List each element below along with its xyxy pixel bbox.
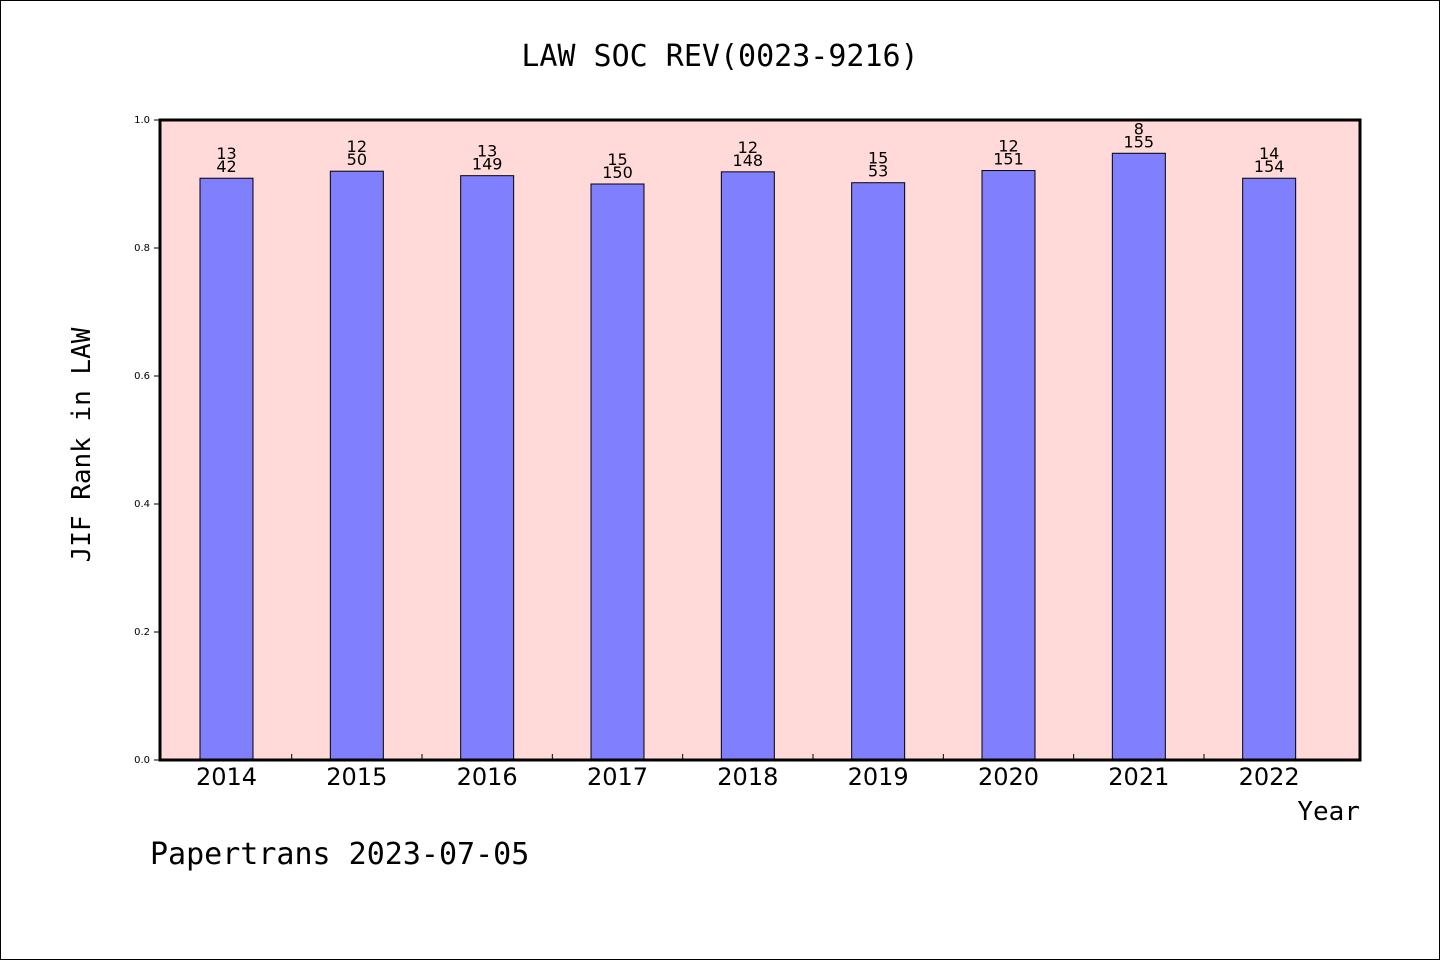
total-label-2014: 42 bbox=[216, 157, 236, 176]
x-axis: 2014 2015 2016 2017 2018 2019 2020 2021 2022 bbox=[196, 754, 1300, 791]
y-axis: 0.0 0.2 0.4 0.6 0.8 1.0 bbox=[134, 115, 160, 766]
rank-label-2014: 13 bbox=[216, 144, 236, 163]
x-tick-label-2017: 2017 bbox=[587, 763, 648, 791]
rank-label-2019: 15 bbox=[868, 149, 888, 168]
x-axis-label: Year bbox=[1297, 797, 1360, 827]
y-axis-label: JIF Rank in LAW bbox=[67, 327, 97, 562]
rank-label-2021: 8 bbox=[1134, 119, 1144, 138]
bar-2021 bbox=[1111, 152, 1166, 761]
bar-2016 bbox=[460, 175, 515, 761]
total-label-2016: 149 bbox=[472, 155, 503, 174]
y-tick-label-4: 0.8 bbox=[134, 243, 150, 254]
x-tick-label-2018: 2018 bbox=[717, 763, 778, 791]
rank-label-2020: 12 bbox=[998, 137, 1018, 156]
rank-label-2022: 14 bbox=[1259, 144, 1279, 163]
bar-2019 bbox=[851, 182, 906, 761]
total-label-2018: 148 bbox=[733, 151, 764, 170]
bar-2018 bbox=[720, 171, 775, 761]
y-tick-label-1: 0.2 bbox=[134, 627, 150, 638]
total-label-2015: 50 bbox=[347, 150, 367, 169]
total-label-2017: 150 bbox=[602, 163, 633, 182]
footer-text: Papertrans 2023-07-05 bbox=[150, 837, 529, 872]
rank-label-2016: 13 bbox=[477, 142, 497, 161]
x-tick-label-2020: 2020 bbox=[978, 763, 1039, 791]
bar-group bbox=[199, 152, 1297, 761]
y-tick-label-2: 0.4 bbox=[134, 499, 150, 510]
plot-border bbox=[158, 118, 1362, 762]
x-tick-label-2014: 2014 bbox=[196, 763, 257, 791]
y-tick-label-5: 1.0 bbox=[134, 115, 150, 126]
rank-label-2015: 12 bbox=[347, 137, 367, 156]
bar-2022 bbox=[1242, 177, 1297, 761]
rank-label-2018: 12 bbox=[738, 138, 758, 157]
y-tick-label-0: 0.0 bbox=[134, 755, 150, 766]
x-tick-label-2019: 2019 bbox=[848, 763, 909, 791]
bar-2014 bbox=[199, 177, 254, 761]
x-tick-label-2021: 2021 bbox=[1108, 763, 1169, 791]
chart-title: LAW SOC REV(0023-9216) bbox=[521, 39, 918, 74]
bar-2015 bbox=[329, 170, 384, 761]
total-label-2022: 154 bbox=[1254, 157, 1285, 176]
x-tick-label-2015: 2015 bbox=[326, 763, 387, 791]
x-tick-label-2016: 2016 bbox=[457, 763, 518, 791]
bar-2020 bbox=[981, 170, 1036, 761]
x-tick-label-2022: 2022 bbox=[1239, 763, 1300, 791]
y-tick-label-3: 0.6 bbox=[134, 371, 150, 382]
bar-2017 bbox=[590, 183, 645, 761]
total-label-2021: 155 bbox=[1124, 132, 1155, 151]
total-label-2019: 53 bbox=[868, 162, 888, 181]
rank-label-2017: 15 bbox=[607, 150, 627, 169]
total-label-2020: 151 bbox=[993, 150, 1024, 169]
